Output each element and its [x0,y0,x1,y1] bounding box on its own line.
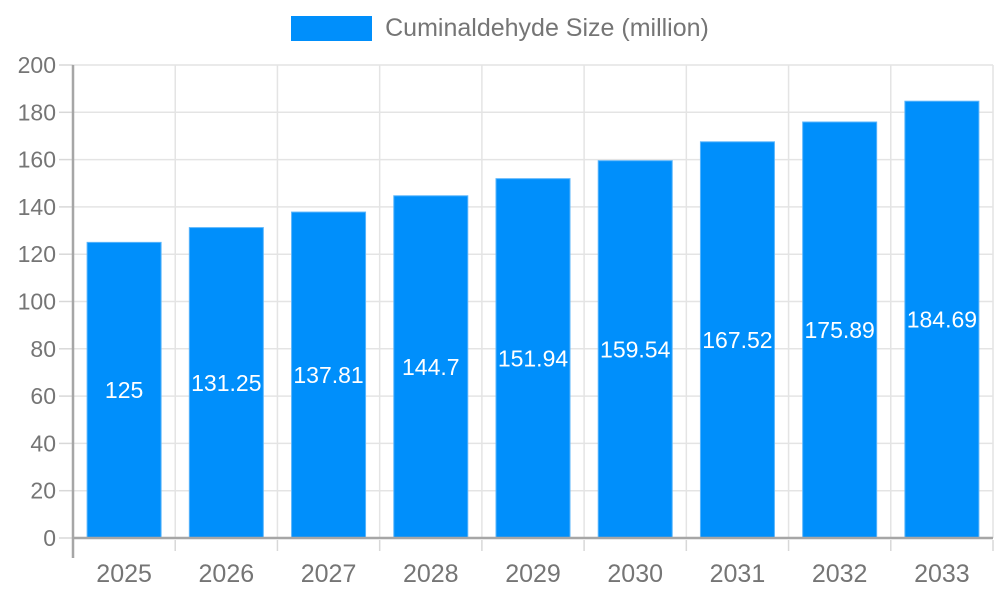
y-tick-label: 20 [30,478,56,504]
bar[interactable] [393,195,469,539]
y-tick-label: 140 [18,194,56,220]
x-tick-label: 2025 [96,560,152,588]
y-tick-label: 80 [30,336,56,362]
bar-value-label: 151.94 [498,345,569,371]
y-tick-label: 160 [18,147,56,173]
bar-value-label: 167.52 [702,327,772,353]
bar-value-label: 159.54 [600,336,671,362]
x-tick-label: 2032 [812,560,868,588]
bar[interactable] [904,100,980,539]
x-tick-label: 2033 [914,560,970,588]
y-tick-label: 60 [30,383,56,409]
x-tick-label: 2027 [301,560,357,588]
y-tick-label: 40 [30,430,56,456]
bar[interactable] [699,141,775,539]
x-tick-label: 2029 [505,560,561,588]
x-tick-label: 2031 [710,560,766,588]
x-tick-label: 2030 [607,560,663,588]
bar[interactable] [802,121,878,539]
bar[interactable] [597,160,673,539]
y-tick-label: 180 [18,99,56,125]
y-tick-label: 200 [18,52,56,78]
bar-value-label: 125 [105,377,143,403]
legend-swatch [291,16,373,41]
bar[interactable] [86,241,162,539]
y-tick-label: 100 [18,289,56,315]
y-tick-label: 0 [43,525,56,551]
bar[interactable] [495,178,571,539]
bar-value-label: 184.69 [907,307,977,333]
x-tick-label: 2028 [403,560,459,588]
legend-label: Cuminaldehyde Size (million) [385,14,709,42]
y-tick-label: 120 [18,241,56,267]
bar-value-label: 131.25 [191,370,261,396]
chart-legend[interactable]: Cuminaldehyde Size (million) [0,16,1000,41]
bar-value-label: 175.89 [804,317,874,343]
bar[interactable] [291,211,367,539]
bar-value-label: 137.81 [293,362,363,388]
bar-value-label: 144.7 [402,354,460,380]
x-tick-label: 2026 [199,560,255,588]
